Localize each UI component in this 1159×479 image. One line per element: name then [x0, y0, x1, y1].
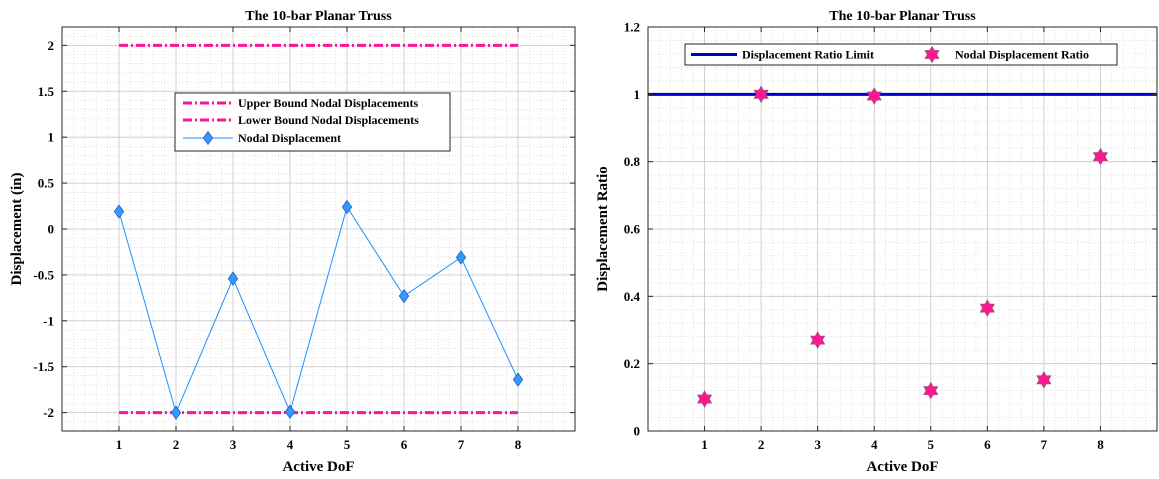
y-tick-label: 0 — [48, 222, 55, 237]
legend-marker-diamond — [202, 130, 214, 146]
x-tick-label: 2 — [758, 437, 765, 452]
x-tick-label: 4 — [287, 437, 294, 452]
nodal-displacement-point — [113, 204, 125, 219]
nodal-displacement-point — [455, 250, 467, 265]
x-tick-label: 1 — [701, 437, 708, 452]
y-tick-label: 1 — [634, 87, 641, 102]
x-axis-label: Active DoF — [282, 459, 354, 475]
right-chart: 1 2 3 4 5 6 7 8 0 0.2 0.4 0.6 0.8 1 1.2 The 10-bar Pla… — [595, 9, 1158, 475]
y-tick-label: 2 — [48, 38, 55, 53]
nodal-ratio-point — [1092, 147, 1109, 166]
y-tick-label: 0 — [634, 424, 641, 439]
x-tick-label: 2 — [173, 437, 180, 452]
x-tick-label: 7 — [458, 437, 465, 452]
x-tick-label: 5 — [928, 437, 935, 452]
y-tick-label: 0.6 — [624, 222, 641, 237]
x-tick-label: 1 — [116, 437, 123, 452]
legend-label-nodal-ratio: Nodal Displacement Ratio — [955, 48, 1089, 62]
x-tick-label: 6 — [984, 437, 991, 452]
nodal-ratio-point — [810, 331, 826, 349]
major-grid — [648, 26, 1157, 432]
nodal-ratio-point — [753, 85, 769, 104]
chart-title: The 10-bar Planar Truss — [245, 9, 392, 24]
nodal-displacement-point — [227, 271, 239, 286]
x-tick-label: 5 — [344, 437, 351, 452]
x-tick-label: 3 — [814, 437, 821, 452]
legend-marker-hexagram — [924, 45, 940, 64]
y-tick-label: 0.2 — [624, 356, 640, 371]
y-axis-label: Displacement (in) — [9, 173, 25, 286]
legend-label-nodal-displacement: Nodal Displacement — [238, 131, 341, 145]
y-tick-label: -1 — [43, 313, 54, 328]
nodal-ratio-point — [923, 381, 939, 400]
x-tick-label: 6 — [401, 437, 408, 452]
y-tick-label: -2 — [43, 405, 54, 420]
x-tick-label: 8 — [1097, 437, 1104, 452]
x-tick-label: 7 — [1041, 437, 1048, 452]
y-tick-label: 1.2 — [624, 20, 640, 35]
nodal-ratio-point — [866, 87, 882, 105]
nodal-ratio-point — [696, 390, 713, 408]
y-tick-label: -0.5 — [33, 267, 54, 282]
legend: Upper Bound Nodal Displacements Lower Bo… — [174, 92, 451, 152]
legend-label-lower-bound: Lower Bound Nodal Displacements — [238, 113, 419, 127]
nodal-ratio-point — [1036, 371, 1052, 389]
y-tick-label: 0.8 — [624, 154, 641, 169]
plot-series — [113, 43, 524, 420]
nodal-displacement-point — [284, 404, 296, 419]
nodal-displacement-point — [341, 199, 353, 215]
y-tick-label: 1.5 — [38, 84, 55, 99]
chart-title: The 10-bar Planar Truss — [829, 9, 976, 24]
nodal-displacement-line — [118, 205, 519, 415]
axis-ticks: 1 2 3 4 5 6 7 8 -2 -1.5 -1 -0.5 0 0.5 1 1.5 2 — [33, 27, 575, 452]
plot-series — [648, 85, 1157, 408]
left-chart: 1 2 3 4 5 6 7 8 -2 -1.5 -1 -0.5 0 0.5 1 1.5 2 The 10-bar… — [9, 9, 576, 475]
nodal-ratio-point — [979, 299, 995, 317]
nodal-displacement-point — [170, 405, 182, 420]
major-grid — [62, 27, 575, 431]
axis-ticks: 1 2 3 4 5 6 7 8 0 0.2 0.4 0.6 0.8 1 1.2 — [624, 20, 1157, 452]
x-axis-label: Active DoF — [866, 459, 938, 475]
legend-label-ratio-limit: Displacement Ratio Limit — [742, 48, 874, 62]
y-tick-label: 0.5 — [38, 176, 55, 191]
x-tick-label: 8 — [515, 437, 522, 452]
nodal-displacement-point — [398, 288, 410, 304]
legend: Displacement Ratio Limit Nodal Displacem… — [684, 43, 1118, 66]
y-tick-label: 0.4 — [624, 289, 641, 304]
legend-box — [684, 43, 1118, 66]
y-tick-label: -1.5 — [33, 359, 54, 374]
legend-label-upper-bound: Upper Bound Nodal Displacements — [238, 96, 418, 110]
y-axis-label: Displacement Ratio — [595, 166, 611, 291]
x-tick-label: 4 — [871, 437, 878, 452]
y-tick-label: 1 — [48, 130, 55, 145]
nodal-displacement-point — [512, 372, 524, 387]
x-tick-label: 3 — [230, 437, 237, 452]
